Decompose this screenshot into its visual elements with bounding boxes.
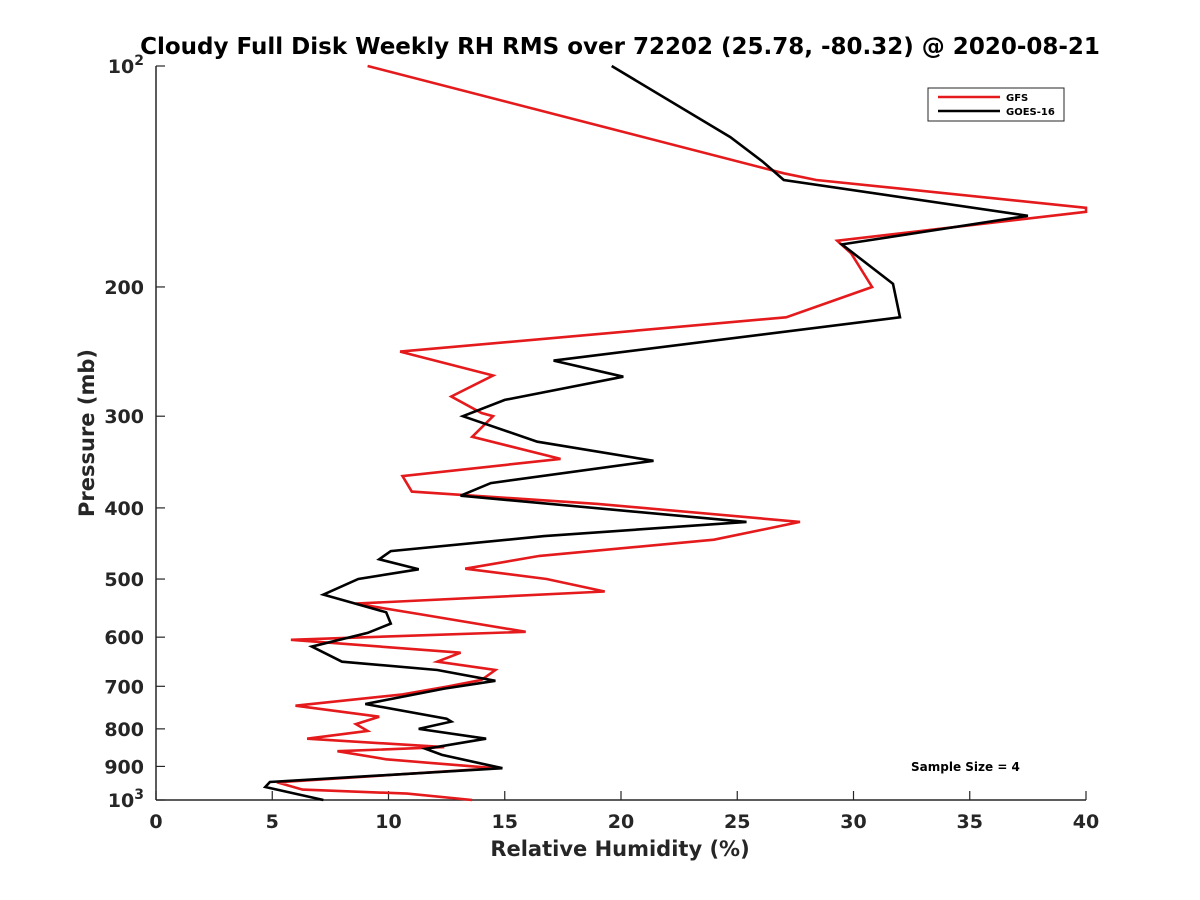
legend: GFS GOES-16 (927, 87, 1065, 122)
y-tick-label: 102 (108, 53, 144, 78)
x-tick-label: 5 (266, 811, 279, 833)
y-tick-label: 103 (108, 787, 144, 812)
x-tick-label: 20 (608, 811, 634, 833)
series-line-goes16 (262, 64, 1029, 802)
x-tick-label: 10 (375, 811, 401, 833)
y-tick-label: 200 (104, 277, 144, 299)
y-tick-label: 600 (104, 627, 144, 649)
series-layer (262, 64, 1088, 802)
axes: 0 5 10 15 20 25 30 35 40 102 200 300 400 500 600 700 800… (104, 53, 1099, 833)
y-tick-label: 300 (104, 406, 144, 428)
series-line-gfs (276, 64, 1088, 802)
x-tick-label: 0 (149, 811, 162, 833)
sample-size-annotation: Sample Size = 4 (911, 760, 1020, 774)
x-axis-title: Relative Humidity (%) (490, 837, 749, 861)
y-axis-title: Pressure (mb) (75, 349, 99, 517)
chart-title: Cloudy Full Disk Weekly RH RMS over 7220… (140, 34, 1100, 60)
x-tick-label: 25 (724, 811, 750, 833)
y-tick-label: 900 (104, 756, 144, 778)
x-tick-label: 40 (1073, 811, 1099, 833)
y-tick-label: 500 (104, 569, 144, 591)
x-tick-label: 30 (840, 811, 866, 833)
legend-box (927, 87, 1065, 122)
y-tick-label: 400 (104, 498, 144, 520)
x-tick-label: 35 (957, 811, 983, 833)
legend-label-gfs: GFS (1006, 93, 1028, 104)
x-tick-label: 15 (492, 811, 518, 833)
y-tick-label: 800 (104, 719, 144, 741)
legend-label-goes16: GOES-16 (1006, 107, 1055, 118)
y-tick-label: 700 (104, 676, 144, 698)
